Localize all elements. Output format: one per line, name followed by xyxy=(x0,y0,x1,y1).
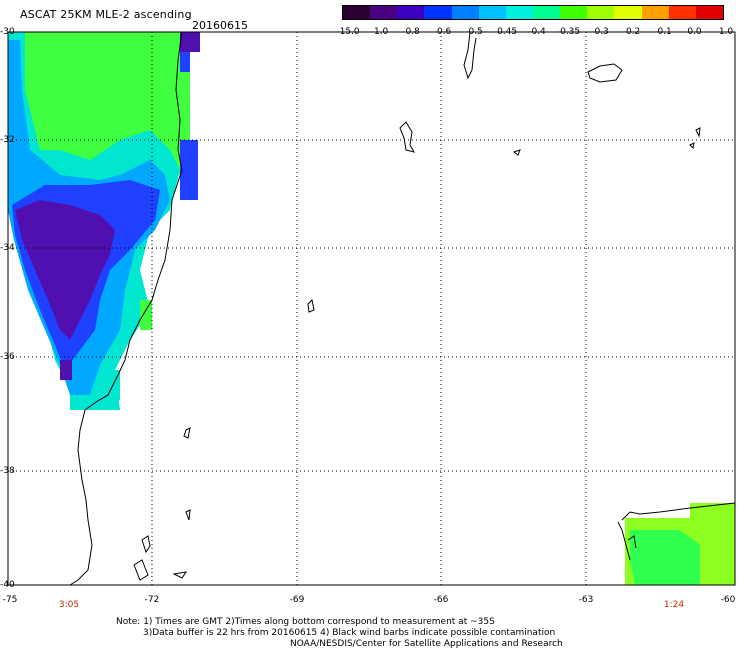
colorbar-segment xyxy=(532,6,561,19)
island-chiloe xyxy=(133,427,191,581)
swath-edge-block xyxy=(180,52,190,72)
colorbar xyxy=(342,5,724,20)
island-mid xyxy=(307,298,315,313)
note-line-2: 3)Data buffer is 22 hrs from 20160615 4)… xyxy=(143,628,556,638)
lat-label: -32 xyxy=(0,135,15,145)
coastlines xyxy=(69,31,736,586)
colorbar-segment xyxy=(560,6,588,19)
colorbar-segment xyxy=(614,6,642,19)
lon-label: -72 xyxy=(144,595,160,605)
colorbar-segment xyxy=(668,6,696,19)
lon-label: -63 xyxy=(578,595,594,605)
swath-purple xyxy=(15,200,115,340)
island-east xyxy=(587,63,623,83)
coastline-chile xyxy=(69,31,183,586)
coastline-right-islands xyxy=(617,521,637,561)
time-label-left: 3:05 xyxy=(58,600,80,610)
swath-edge-block xyxy=(140,300,152,330)
lon-label: -75 xyxy=(2,595,18,605)
colorbar-segment xyxy=(451,6,479,19)
swath-edge-block xyxy=(180,140,198,200)
island-small-a xyxy=(512,149,521,156)
swath-edge-block xyxy=(100,370,120,400)
island-falkland-a xyxy=(399,121,416,153)
lat-label: -34 xyxy=(0,243,15,253)
lon-label: -60 xyxy=(720,595,736,605)
swath-right-brightgreen xyxy=(630,530,700,585)
colorbar-segment xyxy=(641,6,669,19)
notes: Note: 1) Times are GMT 2)Times along bot… xyxy=(116,617,563,650)
colorbar-segment xyxy=(370,6,398,19)
lon-label: -69 xyxy=(289,595,305,605)
plot-frame xyxy=(7,31,736,586)
lon-label: -66 xyxy=(433,595,449,605)
chart-date: 20160615 xyxy=(192,19,248,32)
coastline-right xyxy=(621,502,736,521)
coastline-argentina xyxy=(463,31,477,80)
lat-label: -40 xyxy=(0,580,15,590)
colorbar-segment xyxy=(587,6,615,19)
colorbar-segment xyxy=(478,6,506,19)
colorbar-segment xyxy=(397,6,425,19)
colorbar-segment xyxy=(505,6,533,19)
swath-edge-block xyxy=(180,32,200,52)
note-line-3: NOAA/NESDIS/Center for Satellite Applica… xyxy=(290,639,563,649)
island-small-b xyxy=(689,127,701,150)
lat-label: -36 xyxy=(0,352,15,362)
lat-label: -30 xyxy=(0,27,15,37)
lat-label: -38 xyxy=(0,466,15,476)
colorbar-segment xyxy=(343,6,371,19)
time-label-right: 1:24 xyxy=(663,600,685,610)
note-line-1: Note: 1) Times are GMT 2)Times along bot… xyxy=(116,617,495,627)
grid-lines xyxy=(8,32,735,585)
chart-title: ASCAT 25KM MLE-2 ascending xyxy=(20,8,192,21)
colorbar-segment xyxy=(695,6,723,19)
colorbar-segment xyxy=(424,6,452,19)
swath-edge-block xyxy=(60,360,72,380)
data-swath-right xyxy=(625,503,735,585)
data-swath-left xyxy=(8,32,200,410)
